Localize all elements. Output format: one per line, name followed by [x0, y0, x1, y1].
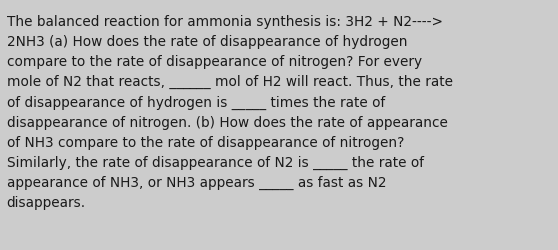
Text: The balanced reaction for ammonia synthesis is: 3H2 + N2---->
2NH3 (a) How does : The balanced reaction for ammonia synthe…: [7, 15, 453, 209]
